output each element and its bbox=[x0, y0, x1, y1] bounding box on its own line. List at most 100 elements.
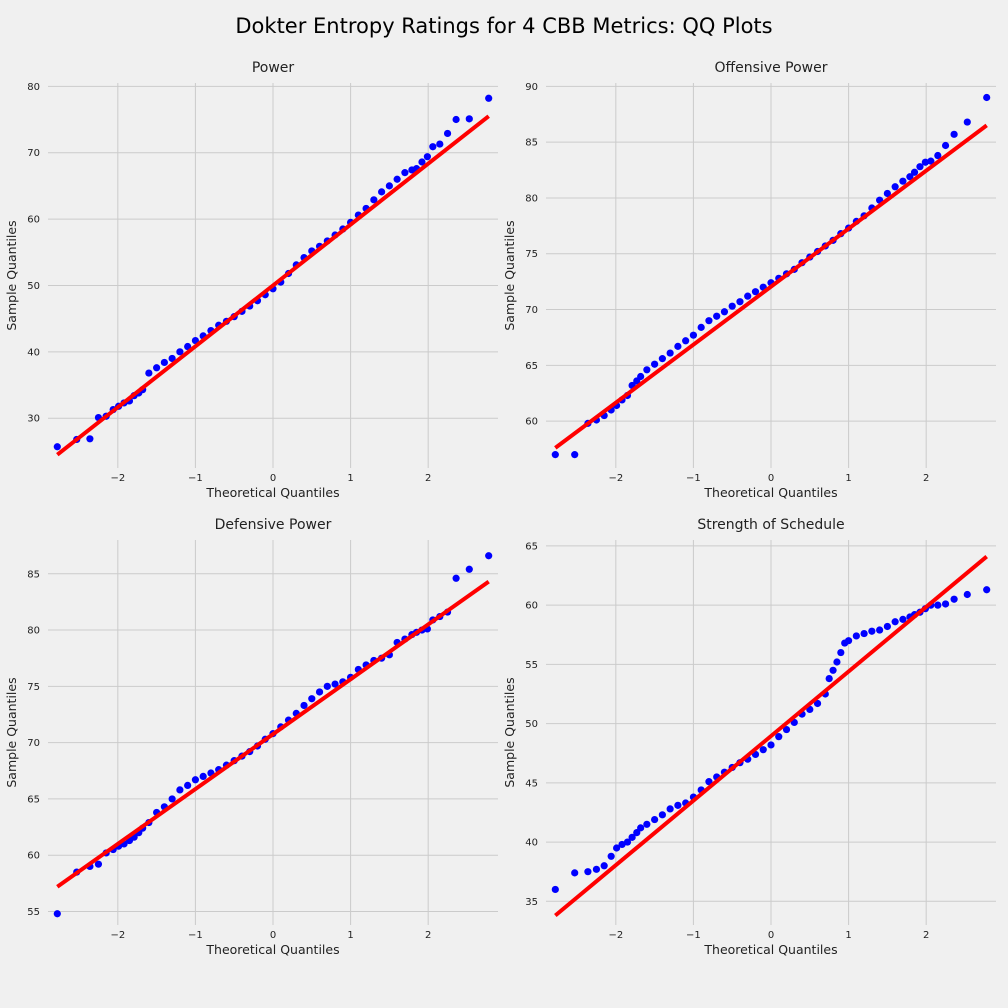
x-axis-label: Theoretical Quantiles bbox=[205, 942, 339, 957]
qq-point bbox=[666, 349, 674, 357]
qq-point bbox=[728, 302, 736, 310]
qq-point bbox=[916, 163, 924, 171]
qq-point bbox=[775, 733, 783, 741]
qq-point bbox=[825, 675, 833, 683]
qq-point bbox=[436, 140, 444, 148]
y-tick-label: 80 bbox=[525, 193, 538, 204]
y-tick-label: 55 bbox=[525, 660, 538, 671]
x-tick-label: 1 bbox=[347, 473, 353, 484]
x-axis-label: Theoretical Quantiles bbox=[205, 485, 339, 500]
y-tick-label: 30 bbox=[27, 414, 40, 425]
qq-point bbox=[308, 695, 316, 703]
qq-point bbox=[689, 331, 698, 339]
qq-point bbox=[833, 658, 841, 666]
qq-point bbox=[637, 372, 645, 381]
y-tick-label: 40 bbox=[27, 347, 40, 358]
qq-point bbox=[643, 820, 651, 828]
panel-title: Strength of Schedule bbox=[697, 517, 844, 533]
qq-point bbox=[950, 130, 958, 138]
qq-point bbox=[628, 833, 636, 841]
qq-point bbox=[592, 865, 601, 873]
x-tick-label: 0 bbox=[768, 930, 774, 941]
x-tick-label: 1 bbox=[347, 930, 353, 941]
qq-point bbox=[782, 725, 791, 734]
qq-point bbox=[705, 317, 713, 325]
y-tick-label: 50 bbox=[27, 281, 40, 292]
y-tick-label: 40 bbox=[525, 838, 538, 849]
qq-point bbox=[551, 885, 559, 894]
qq-point bbox=[199, 772, 207, 781]
x-tick-label: −1 bbox=[188, 930, 203, 941]
y-tick-label: 80 bbox=[27, 626, 40, 637]
panel-title: Offensive Power bbox=[714, 60, 827, 76]
x-axis-label: Theoretical Quantiles bbox=[703, 485, 837, 500]
qq-point bbox=[637, 824, 645, 832]
qq-point bbox=[485, 94, 493, 102]
qq-point bbox=[963, 590, 971, 599]
x-tick-label: 1 bbox=[845, 473, 851, 484]
qq-point bbox=[571, 869, 579, 877]
qq-point bbox=[934, 601, 942, 609]
y-tick-label: 60 bbox=[27, 215, 40, 226]
qq-point bbox=[813, 699, 822, 708]
qq-point bbox=[852, 632, 860, 640]
x-tick-label: 1 bbox=[845, 930, 851, 941]
qq-point bbox=[941, 600, 950, 608]
x-tick-label: 0 bbox=[270, 473, 276, 484]
qq-point bbox=[883, 189, 891, 198]
qq-point bbox=[713, 312, 721, 320]
qq-point bbox=[623, 838, 632, 846]
qq-point bbox=[876, 626, 884, 634]
qq-point bbox=[751, 288, 760, 296]
qq-point bbox=[153, 364, 161, 372]
qq-point bbox=[837, 648, 845, 657]
reference-line bbox=[554, 123, 988, 450]
y-tick-label: 90 bbox=[525, 82, 538, 93]
qq-point bbox=[176, 348, 184, 356]
qq-point bbox=[551, 451, 559, 459]
qq-point bbox=[53, 443, 61, 451]
qq-point bbox=[145, 369, 153, 377]
qq-point bbox=[465, 115, 473, 123]
y-axis-label: Sample Quantiles bbox=[502, 220, 517, 330]
qq-point bbox=[927, 157, 935, 165]
qq-point bbox=[393, 175, 401, 183]
y-tick-label: 45 bbox=[525, 778, 538, 789]
x-axis-label: Theoretical Quantiles bbox=[703, 942, 837, 957]
y-axis-label: Sample Quantiles bbox=[4, 677, 19, 787]
y-tick-label: 70 bbox=[525, 305, 538, 316]
y-tick-label: 50 bbox=[525, 719, 538, 730]
reference-line bbox=[56, 114, 490, 457]
qq-point bbox=[443, 129, 452, 138]
qq-point bbox=[176, 786, 184, 794]
y-tick-label: 65 bbox=[27, 794, 40, 805]
qq-point bbox=[600, 862, 608, 870]
y-tick-label: 35 bbox=[525, 897, 538, 908]
y-tick-label: 85 bbox=[525, 138, 538, 149]
qq-point bbox=[191, 776, 200, 784]
qq-point bbox=[906, 173, 914, 181]
qq-point bbox=[370, 196, 378, 204]
gridlines bbox=[546, 540, 996, 925]
qq-point bbox=[983, 93, 991, 102]
x-tick-label: 2 bbox=[923, 930, 929, 941]
qq-point bbox=[744, 292, 752, 300]
y-tick-label: 65 bbox=[525, 361, 538, 372]
qq-point bbox=[465, 565, 473, 573]
y-axis-label: Sample Quantiles bbox=[4, 220, 19, 330]
x-tick-label: −1 bbox=[686, 930, 701, 941]
qq-point bbox=[53, 910, 61, 918]
qq-point bbox=[759, 746, 767, 754]
qq-point bbox=[720, 308, 729, 316]
qq-point bbox=[418, 158, 426, 166]
qq-point bbox=[184, 781, 192, 790]
qq-point bbox=[429, 143, 437, 151]
qq-point bbox=[651, 815, 659, 824]
x-tick-label: −2 bbox=[608, 473, 623, 484]
qq-point bbox=[697, 323, 705, 331]
qq-point bbox=[658, 355, 666, 363]
qq-point bbox=[767, 741, 775, 749]
qq-point bbox=[452, 115, 460, 124]
y-tick-label: 75 bbox=[27, 682, 40, 693]
